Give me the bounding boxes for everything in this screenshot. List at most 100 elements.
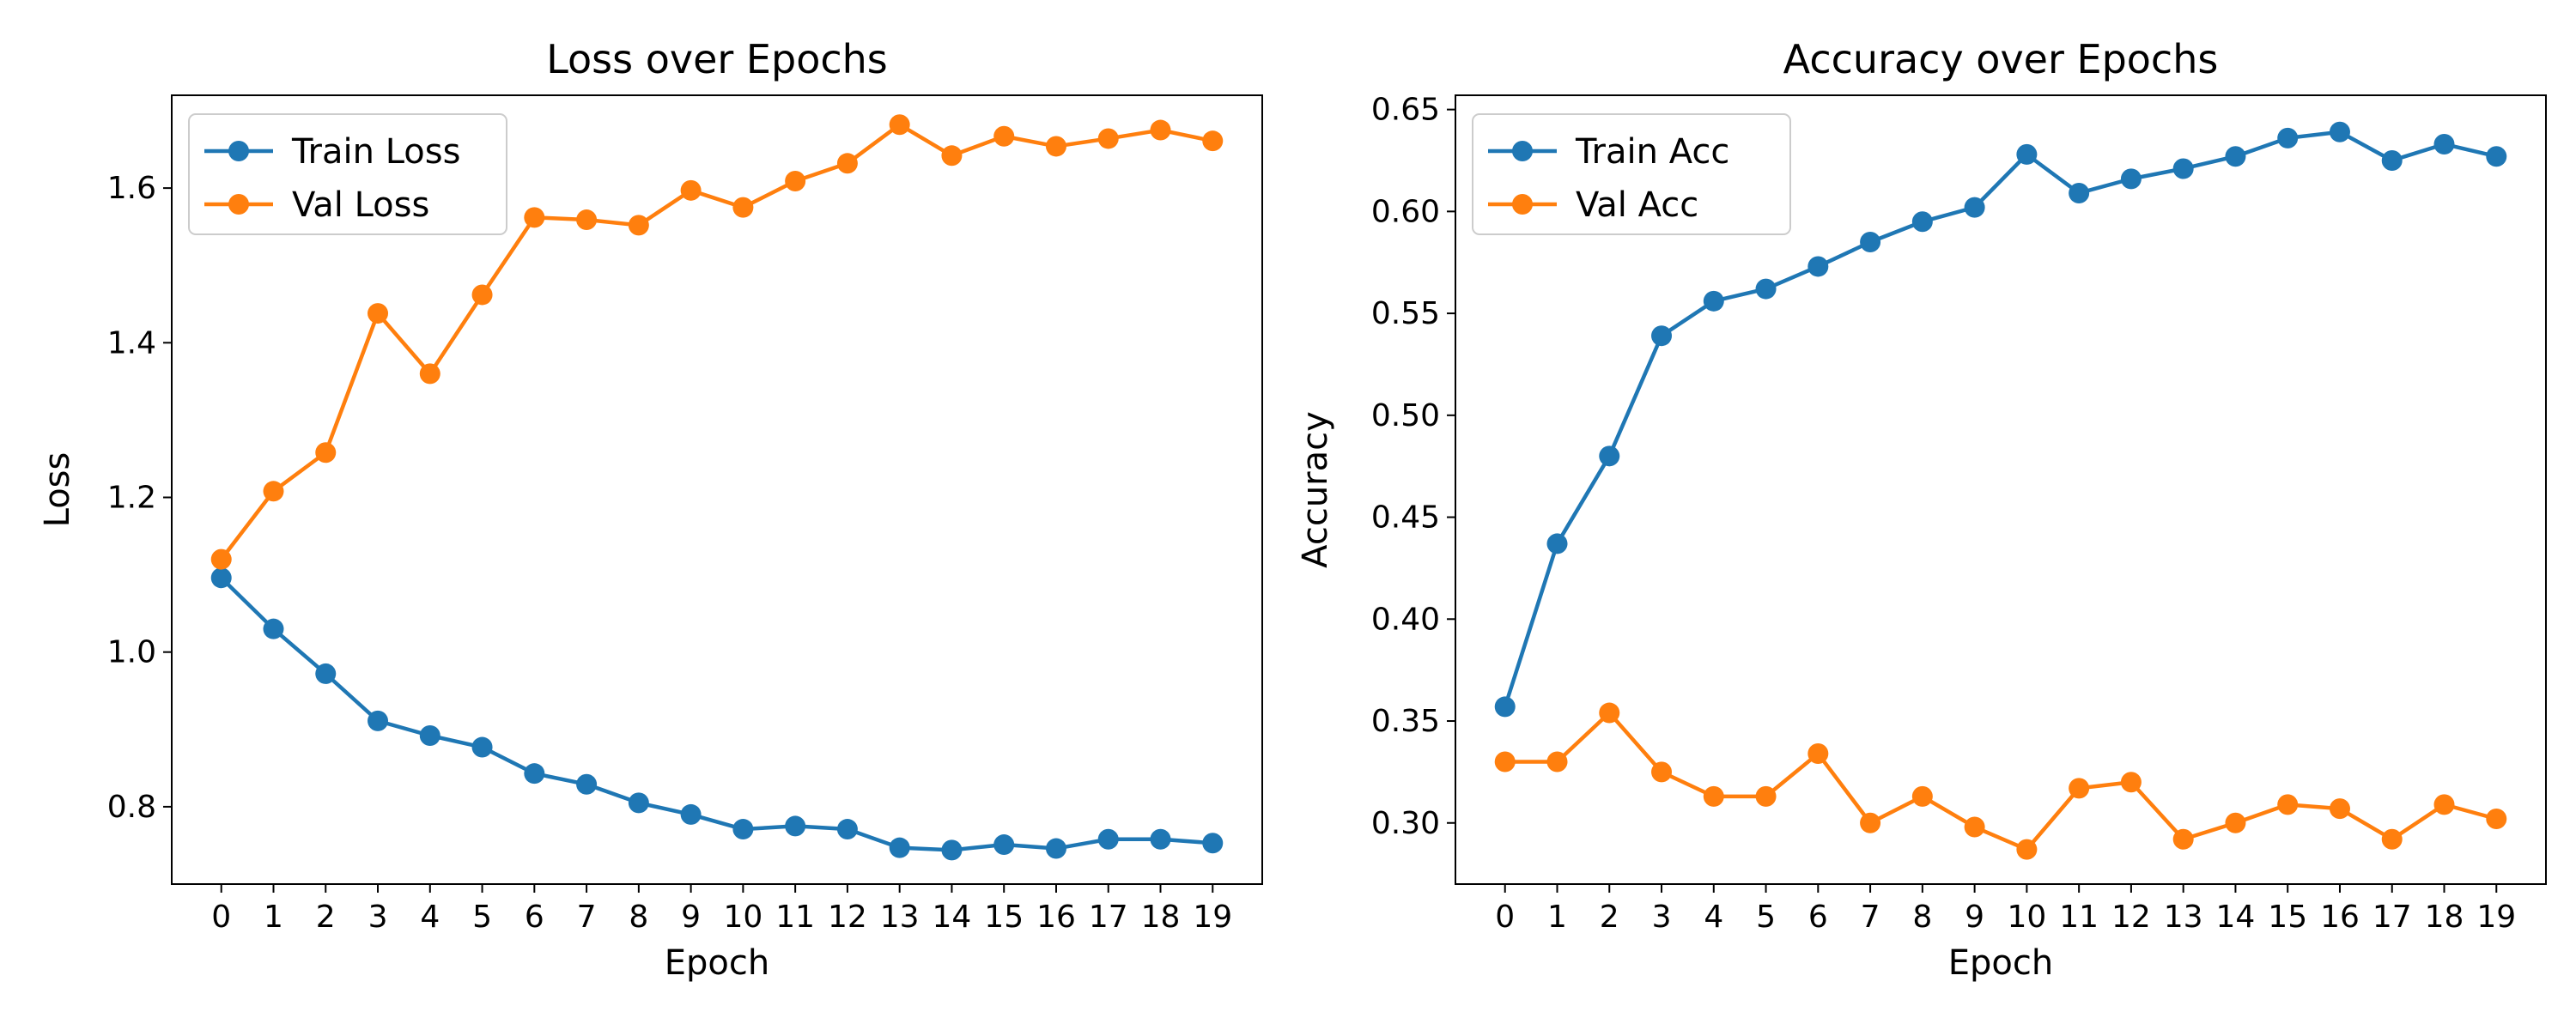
accuracy-ytick-label: 0.30 bbox=[1371, 806, 1440, 841]
loss-xtick-label: 19 bbox=[1193, 900, 1232, 935]
accuracy-series-train-point bbox=[2277, 127, 2299, 148]
loss-series-train-point bbox=[263, 618, 284, 639]
accuracy-series-val-point bbox=[1755, 785, 1777, 807]
accuracy-xtick-label: 12 bbox=[2111, 900, 2151, 935]
accuracy-y-axis-label: Accuracy bbox=[1296, 411, 1335, 568]
accuracy-xtick-label: 7 bbox=[1861, 900, 1880, 935]
loss-series-val-point bbox=[524, 207, 545, 228]
loss-series-train-line bbox=[220, 576, 1213, 852]
accuracy-xtick-label: 14 bbox=[2216, 900, 2256, 935]
loss-series-train-point bbox=[471, 736, 493, 758]
accuracy-series-val-point bbox=[2381, 828, 2403, 850]
accuracy-series-val-point bbox=[2277, 794, 2299, 815]
loss-legend-label: Train Loss bbox=[291, 132, 460, 172]
accuracy-xtick-label: 11 bbox=[2059, 900, 2099, 935]
accuracy-ytick-label: 0.40 bbox=[1371, 602, 1440, 637]
accuracy-xtick-label: 2 bbox=[1600, 900, 1619, 935]
loss-xtick-label: 14 bbox=[933, 900, 972, 935]
accuracy-xtick-label: 13 bbox=[2164, 900, 2203, 935]
accuracy-series-val-point bbox=[1494, 751, 1516, 772]
accuracy-ytick-label: 0.45 bbox=[1371, 500, 1440, 536]
loss-series-train-point bbox=[1045, 838, 1066, 859]
loss-series-val-point bbox=[419, 363, 440, 385]
loss-axes-frame bbox=[171, 94, 1263, 885]
loss-xtick-label: 11 bbox=[775, 900, 815, 935]
loss-series-val-point bbox=[1045, 136, 1066, 157]
loss-series-train-point bbox=[524, 763, 545, 785]
accuracy-series-val-point bbox=[1651, 761, 1673, 783]
accuracy-xtick-label: 0 bbox=[1495, 900, 1515, 935]
accuracy-series-train-point bbox=[1494, 696, 1516, 718]
loss-series-val-point bbox=[315, 442, 337, 464]
loss-xtick-label: 2 bbox=[316, 900, 336, 935]
loss-series-val-point bbox=[263, 481, 284, 502]
loss-xtick-label: 10 bbox=[723, 900, 762, 935]
accuracy-xtick-label: 6 bbox=[1808, 900, 1828, 935]
loss-series-train-point bbox=[368, 710, 389, 731]
loss-legend-label: Val Loss bbox=[292, 185, 429, 225]
loss-xtick-label: 8 bbox=[629, 900, 648, 935]
accuracy-series-val-point bbox=[2329, 798, 2350, 820]
accuracy-series-train-point bbox=[1911, 211, 1933, 233]
loss-x-axis-label: Epoch bbox=[665, 943, 769, 983]
accuracy-ytick-label: 0.50 bbox=[1371, 398, 1440, 433]
accuracy-series-val-line bbox=[1504, 711, 2497, 851]
loss-xtick-label: 13 bbox=[880, 900, 920, 935]
loss-series-val-point bbox=[576, 209, 598, 231]
loss-chart-title: Loss over Epochs bbox=[546, 36, 888, 82]
loss-series-val-point bbox=[993, 125, 1015, 147]
accuracy-chart-title: Accuracy over Epochs bbox=[1783, 36, 2219, 82]
accuracy-series-val-point bbox=[2433, 794, 2455, 815]
accuracy-x-axis-label: Epoch bbox=[1948, 943, 2053, 983]
accuracy-axes-frame bbox=[1455, 94, 2547, 885]
accuracy-series-val-point bbox=[2120, 772, 2142, 793]
loss-series-val-point bbox=[680, 179, 702, 201]
loss-series-train-point bbox=[680, 803, 702, 825]
accuracy-xtick-label: 8 bbox=[1912, 900, 1932, 935]
accuracy-series-train-point bbox=[1755, 278, 1777, 300]
accuracy-series-train-point bbox=[2225, 146, 2246, 167]
accuracy-series-val-point bbox=[1860, 812, 1881, 833]
accuracy-series-train-point bbox=[1964, 197, 1985, 218]
accuracy-ytick-label: 0.65 bbox=[1371, 93, 1440, 128]
loss-series-train-point bbox=[576, 773, 598, 795]
accuracy-xtick-label: 1 bbox=[1547, 900, 1567, 935]
accuracy-series-train-point bbox=[2433, 133, 2455, 154]
accuracy-series-val-point bbox=[2172, 828, 2194, 850]
loss-series-train-point bbox=[785, 815, 806, 837]
loss-series-val-point bbox=[732, 197, 754, 218]
loss-ytick-label: 1.6 bbox=[107, 171, 156, 206]
accuracy-series-train-point bbox=[1807, 256, 1829, 277]
accuracy-ytick-label: 0.35 bbox=[1371, 704, 1440, 739]
accuracy-series-train-point bbox=[2329, 121, 2350, 142]
loss-xtick-label: 5 bbox=[472, 900, 492, 935]
accuracy-xtick-label: 5 bbox=[1756, 900, 1776, 935]
loss-series-val-point bbox=[1097, 128, 1119, 149]
accuracy-xtick-label: 3 bbox=[1652, 900, 1672, 935]
loss-legend-swatch-marker bbox=[228, 141, 249, 161]
accuracy-series-val-point bbox=[2225, 812, 2246, 833]
accuracy-series-val-point bbox=[1964, 816, 1985, 838]
loss-series-train-point bbox=[836, 819, 858, 840]
loss-xtick-label: 3 bbox=[368, 900, 388, 935]
accuracy-series-train-point bbox=[1651, 325, 1673, 347]
loss-series-val-point bbox=[941, 145, 963, 167]
accuracy-legend-label: Train Acc bbox=[1575, 132, 1729, 172]
accuracy-legend-label: Val Acc bbox=[1576, 185, 1698, 225]
loss-legend-swatch-marker bbox=[228, 194, 249, 215]
loss-series-train-point bbox=[732, 819, 754, 840]
accuracy-series-val-point bbox=[1807, 743, 1829, 765]
accuracy-series-train-point bbox=[1599, 445, 1620, 467]
loss-series-val-point bbox=[210, 548, 232, 570]
accuracy-series-train-point bbox=[2172, 158, 2194, 179]
loss-xtick-label: 17 bbox=[1089, 900, 1128, 935]
accuracy-series-train-point bbox=[1860, 231, 1881, 252]
accuracy-series-train-point bbox=[1703, 290, 1724, 312]
loss-xtick-label: 18 bbox=[1141, 900, 1181, 935]
accuracy-series-val-point bbox=[1599, 702, 1620, 724]
loss-xtick-label: 7 bbox=[577, 900, 597, 935]
loss-xtick-label: 4 bbox=[420, 900, 440, 935]
loss-series-val-point bbox=[889, 114, 910, 136]
accuracy-ytick-label: 0.60 bbox=[1371, 194, 1440, 229]
